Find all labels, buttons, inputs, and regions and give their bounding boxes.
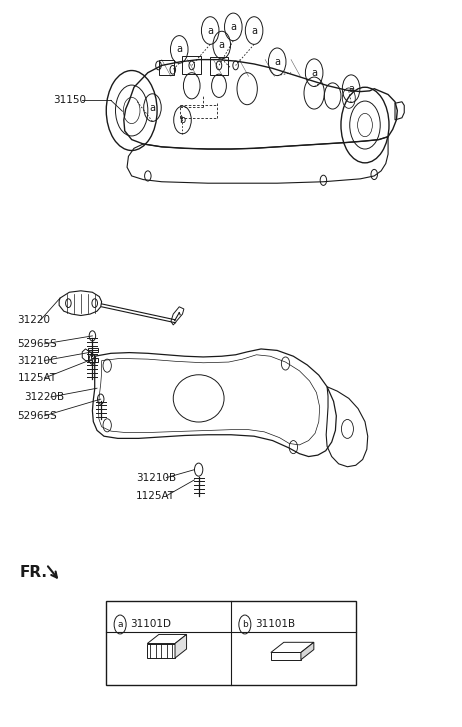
Polygon shape bbox=[175, 635, 187, 658]
Text: 31220B: 31220B bbox=[24, 392, 64, 402]
Polygon shape bbox=[147, 643, 175, 658]
Text: 1125AT: 1125AT bbox=[18, 373, 57, 383]
Text: 31101D: 31101D bbox=[130, 619, 171, 630]
Text: 52965S: 52965S bbox=[18, 339, 57, 349]
Text: 52965S: 52965S bbox=[18, 411, 57, 421]
Text: a: a bbox=[176, 44, 182, 55]
Text: a: a bbox=[231, 22, 236, 32]
Text: 31220: 31220 bbox=[18, 315, 50, 325]
Text: 31210C: 31210C bbox=[18, 356, 58, 366]
Text: FR.: FR. bbox=[19, 566, 48, 580]
Text: a: a bbox=[274, 57, 280, 67]
Text: b: b bbox=[242, 620, 248, 629]
Polygon shape bbox=[147, 635, 187, 643]
Text: a: a bbox=[219, 40, 225, 50]
Text: a: a bbox=[207, 25, 213, 36]
Text: a: a bbox=[311, 68, 317, 78]
Polygon shape bbox=[271, 643, 314, 653]
Text: 1125AT: 1125AT bbox=[136, 491, 176, 501]
Text: a: a bbox=[117, 620, 123, 629]
Text: a: a bbox=[251, 25, 257, 36]
Text: 31150: 31150 bbox=[53, 95, 86, 105]
Text: 31101B: 31101B bbox=[255, 619, 295, 630]
Polygon shape bbox=[271, 653, 301, 660]
Text: b: b bbox=[179, 115, 186, 125]
Text: a: a bbox=[348, 84, 354, 94]
Text: a: a bbox=[150, 103, 155, 113]
Text: 31210B: 31210B bbox=[136, 473, 176, 483]
Polygon shape bbox=[301, 643, 314, 660]
